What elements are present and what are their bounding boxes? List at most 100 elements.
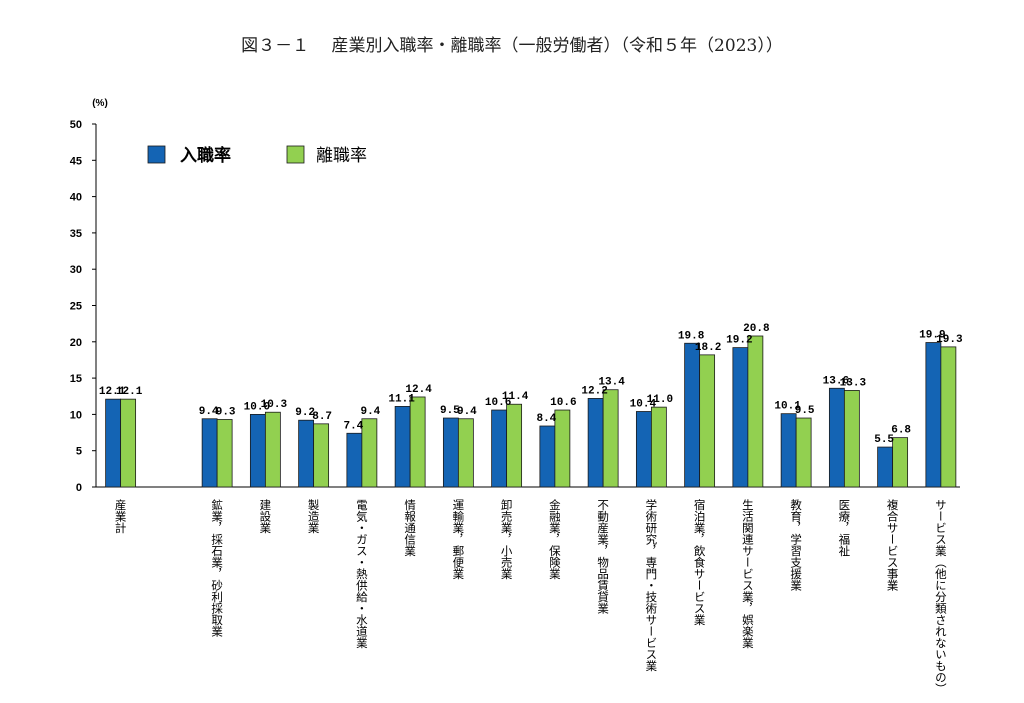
- bar-hiring-rate: [346, 432, 363, 488]
- bar-separation-rate: [216, 419, 233, 488]
- bar-hiring-rate: [298, 419, 315, 488]
- category-labels: 産業計 鉱業，採石業，砂利採取業 建設業 製造業 電気・ガス・熱供給・水道業 情報通信業 運…: [114, 498, 948, 694]
- bar-hiring-rate: [684, 342, 701, 488]
- bar-separation-rate: [313, 423, 330, 488]
- y-tick-label: 0: [76, 482, 82, 494]
- data-label: 10.3: [261, 399, 288, 411]
- y-tick-label: 10: [70, 409, 82, 421]
- data-label: 8.4: [536, 413, 556, 425]
- data-label: 9.4: [457, 406, 477, 418]
- legend-swatch-hiring: [147, 145, 166, 164]
- bar-hiring-rate: [442, 417, 459, 488]
- legend-swatch-separation: [286, 145, 305, 164]
- bar-hiring-rate: [249, 413, 266, 488]
- bar-hiring-rate: [780, 413, 797, 488]
- category-label: サービス業（他に分類されないもの）: [934, 499, 948, 695]
- category-label: 産業計: [114, 498, 128, 534]
- bar-hiring-rate: [587, 398, 604, 488]
- y-axis: 0 5 10 15 20 25 30 35 40 45 50: [70, 119, 960, 494]
- bar-hiring-rate: [394, 406, 411, 488]
- y-axis-unit: (%): [92, 98, 108, 109]
- bar-hiring-rate: [877, 446, 894, 488]
- category-label: 学術研究，専門・技術サービス業: [644, 498, 658, 671]
- y-tick-label: 5: [76, 446, 82, 458]
- data-label: 12.1: [116, 386, 143, 398]
- data-label: 11.0: [647, 394, 673, 406]
- category-label: 鉱業，採石業，砂利採取業: [210, 498, 224, 637]
- data-label: 10.1: [774, 401, 801, 413]
- bar-separation-rate: [843, 390, 860, 488]
- bar-separation-rate: [264, 411, 281, 488]
- bar-hiring-rate: [201, 418, 218, 488]
- category-label: 教育，学習支援業: [789, 498, 803, 591]
- bar-separation-rate: [457, 418, 474, 488]
- data-label: 13.6: [823, 375, 849, 387]
- data-label: 20.8: [743, 323, 770, 335]
- data-label: 10.6: [485, 397, 511, 409]
- data-label: 6.8: [891, 425, 911, 437]
- bar-separation-rate: [892, 437, 909, 488]
- y-tick-label: 50: [70, 119, 82, 131]
- data-label: 12.2: [581, 385, 607, 397]
- data-label: 5.5: [874, 434, 894, 446]
- category-label: 運輸業，郵便業: [451, 499, 465, 580]
- data-label: 9.4: [199, 406, 219, 418]
- y-tick-label: 35: [70, 228, 82, 240]
- data-label: 9.5: [795, 405, 815, 417]
- data-label: 12.1: [99, 386, 126, 398]
- data-label: 13.3: [840, 377, 867, 389]
- y-tick-label: 20: [70, 337, 82, 349]
- category-label: 建設業: [258, 498, 272, 533]
- data-label: 19.2: [726, 335, 752, 347]
- data-label: 10.0: [244, 401, 270, 413]
- data-label: 19.8: [678, 330, 705, 342]
- bar-hiring-rate: [828, 387, 845, 488]
- category-label: 情報通信業: [403, 499, 417, 557]
- data-label: 9.5: [440, 405, 460, 417]
- data-label: 10.4: [630, 398, 657, 410]
- data-label: 10.6: [550, 397, 576, 409]
- bar-hiring-rate: [105, 398, 122, 488]
- bar-separation-rate: [602, 389, 619, 488]
- chart-title: 図３－１ 産業別入職率・離職率（一般労働者）（令和５年（2023））: [241, 36, 783, 56]
- y-tick-label: 45: [70, 155, 82, 167]
- data-label: 9.3: [216, 406, 236, 418]
- data-label: 19.9: [919, 330, 945, 342]
- data-label: 7.4: [343, 420, 363, 432]
- data-label: 12.4: [405, 384, 432, 396]
- bar-hiring-rate: [732, 347, 749, 488]
- bar-separation-rate: [120, 398, 137, 488]
- bar-separation-rate: [747, 335, 764, 488]
- y-tick-label: 40: [70, 192, 82, 204]
- bar-separation-rate: [795, 417, 812, 488]
- category-label: 複合サービス事業: [886, 498, 900, 591]
- legend: 入職率 離職率: [147, 145, 367, 166]
- category-label: 金融業，保険業: [548, 498, 562, 579]
- bar-hiring-rate: [491, 409, 508, 488]
- bar-separation-rate: [699, 354, 716, 488]
- category-label: 宿泊業，飲食サービス業: [693, 498, 707, 625]
- data-labels: 12.112.19.49.3 10.010.39.28.77.49.411.112…: [99, 323, 963, 446]
- data-label: 11.1: [388, 393, 415, 405]
- data-label: 18.2: [695, 342, 721, 354]
- category-label: 卸売業，小売業: [500, 498, 514, 579]
- bar-separation-rate: [554, 409, 571, 488]
- category-label: 不動産業，物品賃貸業: [596, 499, 610, 614]
- category-label: 製造業: [307, 498, 321, 533]
- category-label: 電気・ガス・熱供給・水道業: [355, 499, 369, 649]
- data-label: 8.7: [312, 411, 332, 423]
- data-label: 9.4: [360, 406, 380, 418]
- bar-separation-rate: [361, 418, 378, 488]
- bar-separation-rate: [409, 396, 426, 488]
- data-label: 19.3: [936, 334, 963, 346]
- bar-separation-rate: [650, 406, 667, 488]
- data-label: 11.4: [502, 391, 529, 403]
- bar-separation-rate: [940, 346, 957, 488]
- y-tick-label: 25: [70, 301, 82, 313]
- data-label: 13.4: [598, 377, 625, 389]
- bar-hiring-rate: [539, 425, 556, 488]
- y-tick-label: 15: [70, 373, 82, 385]
- bar-hiring-rate: [925, 342, 942, 488]
- legend-label-hiring: 入職率: [180, 145, 231, 166]
